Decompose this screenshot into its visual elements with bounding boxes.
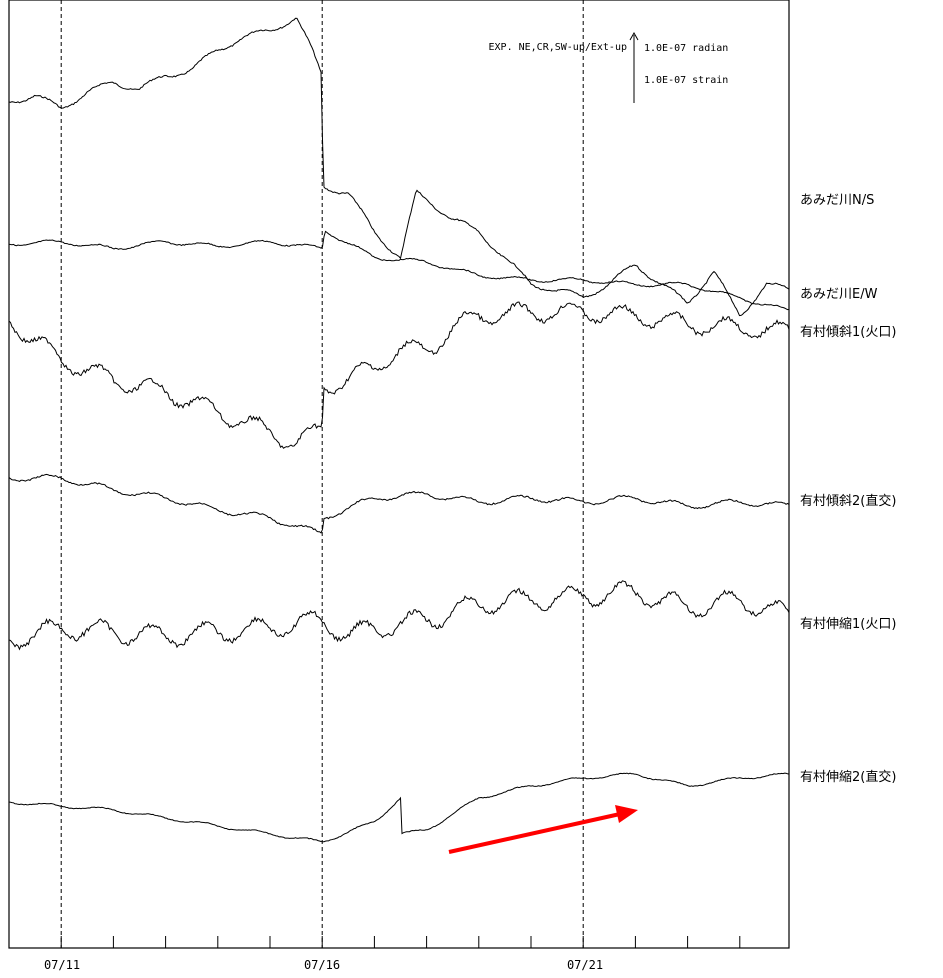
- annotation-arrow: [448, 805, 638, 854]
- series-label: 有村伸縮2(直交): [800, 769, 896, 785]
- legend: EXP. NE,CR,SW-up/Ext-up 1.0E-07 radian 1…: [489, 31, 728, 103]
- red-arrow-line: [448, 812, 621, 854]
- x-axis-tick-labels: 07/11 07/16 07/21: [44, 958, 603, 972]
- series-line: [8, 17, 790, 317]
- x-tick-label: 07/11: [44, 958, 80, 972]
- series-lines: [8, 17, 790, 843]
- series-label: あみだ川N/S: [800, 193, 874, 208]
- scale-bar-arrowhead: [629, 31, 639, 41]
- legend-scale-strain: 1.0E-07 strain: [644, 75, 728, 86]
- series-label: 有村傾斜1(火口): [800, 325, 896, 340]
- series-labels: あみだ川N/S あみだ川E/W 有村傾斜1(火口) 有村傾斜2(直交) 有村伸縮…: [800, 193, 896, 785]
- red-arrow-head: [615, 805, 638, 823]
- series-line: [8, 230, 790, 311]
- legend-header: EXP. NE,CR,SW-up/Ext-up: [489, 42, 627, 53]
- legend-scale-radian: 1.0E-07 radian: [644, 43, 728, 54]
- series-label: 有村伸縮1(火口): [800, 616, 896, 632]
- plot-frame: [8, 0, 790, 949]
- x-tick-label: 07/21: [567, 958, 603, 972]
- series-line: [8, 301, 790, 449]
- series-line: [8, 473, 790, 534]
- x-tick-label: 07/16: [304, 958, 340, 972]
- series-line: [8, 772, 790, 843]
- series-line: [8, 580, 790, 651]
- series-label: 有村傾斜2(直交): [800, 493, 896, 509]
- x-axis-ticks: [60, 936, 741, 948]
- series-label: あみだ川E/W: [800, 287, 878, 302]
